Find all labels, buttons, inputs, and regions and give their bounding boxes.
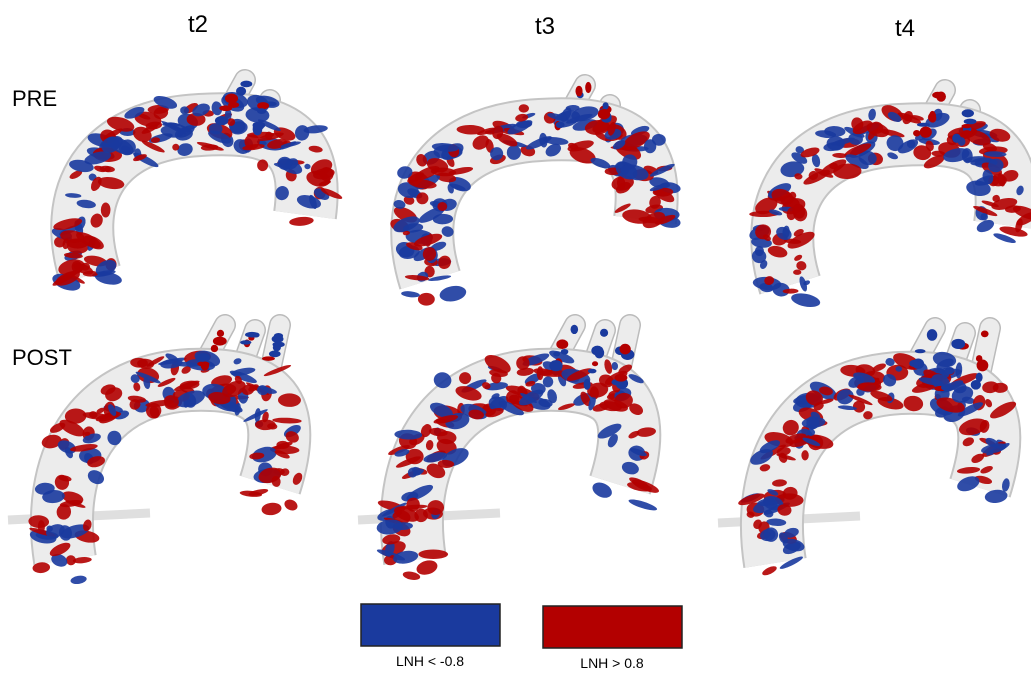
flow-blob bbox=[236, 87, 246, 96]
flow-blob bbox=[628, 497, 658, 512]
flow-blob bbox=[590, 480, 614, 501]
flow-blob bbox=[981, 331, 989, 338]
flow-blob bbox=[219, 105, 232, 111]
flow-blob bbox=[964, 119, 977, 125]
flow-blob bbox=[289, 216, 314, 227]
flow-blob bbox=[240, 81, 252, 88]
flow-blob bbox=[201, 362, 209, 371]
flow-blob bbox=[438, 284, 467, 304]
flow-blob bbox=[598, 109, 610, 119]
flow-blob bbox=[603, 102, 609, 109]
flow-blob bbox=[575, 86, 582, 97]
flow-blob bbox=[584, 379, 591, 390]
flow-blob bbox=[245, 332, 259, 338]
aorta-rendering bbox=[747, 90, 1031, 309]
flow-blob bbox=[971, 380, 981, 390]
flow-blob bbox=[549, 360, 562, 371]
flow-blob bbox=[257, 102, 269, 109]
flow-blob bbox=[961, 124, 971, 128]
flow-blob bbox=[615, 374, 628, 382]
figure-canvas: t2 t3 t4 PRE POST LNH < -0.8 LNH > 0.8 bbox=[0, 0, 1031, 676]
flow-blob bbox=[917, 123, 930, 127]
flow-blob bbox=[401, 290, 420, 298]
flow-blob bbox=[418, 549, 448, 559]
flow-blob bbox=[592, 361, 598, 366]
flow-blob bbox=[217, 330, 224, 337]
flow-blob bbox=[234, 372, 242, 376]
flow-blob bbox=[269, 350, 281, 357]
aorta-rendering bbox=[358, 325, 660, 581]
flow-blob bbox=[600, 329, 608, 337]
flow-blob bbox=[952, 134, 961, 143]
flow-blob bbox=[556, 339, 568, 349]
flow-blob bbox=[585, 82, 591, 93]
flow-blob bbox=[571, 325, 579, 334]
flow-blob bbox=[225, 94, 238, 104]
flow-blob bbox=[196, 353, 210, 362]
flow-blob bbox=[761, 564, 778, 577]
flow-blob bbox=[927, 329, 937, 341]
legend-label: LNH < -0.8 bbox=[396, 653, 464, 669]
flow-blob bbox=[932, 92, 943, 99]
legend-label: LNH > 0.8 bbox=[580, 655, 644, 671]
flow-blob bbox=[415, 558, 439, 577]
flow-blob bbox=[257, 108, 266, 114]
flow-blob bbox=[920, 126, 932, 137]
figure: t2 t3 t4 PRE POST LNH < -0.8 LNH > 0.8 bbox=[0, 0, 1031, 676]
aorta-rendering bbox=[388, 82, 681, 306]
flow-blob bbox=[215, 116, 228, 125]
flow-blob bbox=[588, 369, 597, 374]
flow-blob bbox=[961, 130, 972, 137]
row-label: PRE bbox=[12, 86, 57, 111]
flow-blob bbox=[240, 340, 251, 344]
column-label: t3 bbox=[535, 13, 555, 40]
flow-blob bbox=[556, 122, 565, 128]
flow-blob bbox=[213, 337, 227, 346]
flow-blob bbox=[283, 497, 300, 512]
flow-blob bbox=[560, 112, 567, 121]
flow-blob bbox=[561, 349, 569, 355]
flow-blob bbox=[913, 130, 920, 137]
aorta-rendering bbox=[718, 328, 1018, 577]
column-label: t2 bbox=[188, 11, 208, 38]
flow-blob bbox=[976, 355, 982, 362]
flow-blob bbox=[211, 345, 218, 352]
flow-blob bbox=[553, 352, 560, 357]
flow-blob bbox=[591, 346, 603, 356]
flow-blob bbox=[262, 356, 275, 360]
flow-blob bbox=[274, 333, 283, 339]
column-label: t4 bbox=[895, 15, 915, 42]
flow-blob bbox=[253, 122, 266, 129]
flow-blob bbox=[620, 344, 631, 355]
flow-blob bbox=[261, 502, 282, 517]
flow-blob bbox=[915, 349, 926, 353]
flow-blob bbox=[793, 270, 801, 275]
flow-blob bbox=[962, 109, 974, 117]
aorta-rendering bbox=[50, 80, 343, 294]
flow-blob bbox=[909, 360, 919, 367]
flow-blob bbox=[941, 384, 954, 391]
flow-blob bbox=[945, 367, 955, 374]
flow-blob bbox=[418, 293, 435, 306]
legend-swatch bbox=[543, 606, 682, 648]
flow-blob bbox=[929, 111, 936, 122]
legend-swatch bbox=[361, 604, 500, 646]
flow-blob bbox=[790, 291, 821, 309]
flow-blob bbox=[70, 575, 87, 586]
flow-blob bbox=[951, 339, 965, 349]
row-label: POST bbox=[12, 345, 72, 370]
flow-blob bbox=[273, 344, 281, 351]
